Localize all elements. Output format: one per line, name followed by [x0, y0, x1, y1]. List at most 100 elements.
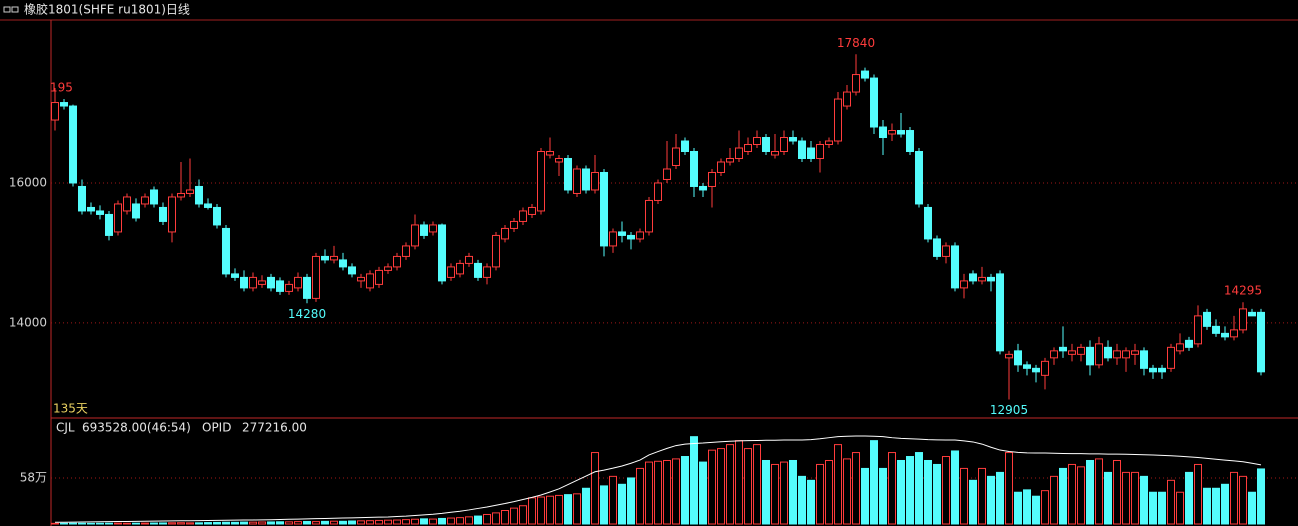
- candle-body: [537, 151, 545, 212]
- volume-bar: [384, 519, 392, 525]
- extreme-label: 14295: [1224, 284, 1262, 298]
- volume-bar: [474, 515, 482, 525]
- candle-body: [429, 224, 437, 233]
- candle-body: [870, 77, 878, 128]
- candle-body: [645, 199, 653, 233]
- candle-body: [780, 137, 788, 153]
- candle-body: [1176, 343, 1184, 352]
- candle-body: [483, 266, 491, 278]
- candle-body: [1077, 346, 1085, 355]
- volume-bar: [456, 517, 464, 525]
- y-tick-label: 14000: [9, 315, 47, 329]
- candle-body: [438, 224, 446, 282]
- candle-body: [1059, 346, 1067, 352]
- candle-body: [906, 130, 914, 153]
- candle-body: [915, 151, 923, 205]
- candle-body: [1032, 367, 1040, 373]
- candle-body: [960, 280, 968, 289]
- volume-bar: [546, 495, 554, 525]
- volume-bar: [1158, 491, 1166, 525]
- volume-bar: [258, 521, 266, 525]
- volume-bar: [1230, 471, 1238, 525]
- volume-bar: [816, 463, 824, 525]
- volume-bar: [582, 487, 590, 525]
- candle-body: [465, 255, 473, 264]
- title-icon: [3, 6, 19, 13]
- candle-body: [573, 168, 581, 194]
- volume-bar: [1185, 471, 1193, 525]
- candle-body: [1104, 346, 1112, 359]
- volume-bar: [1014, 491, 1022, 525]
- candle-body: [996, 273, 1004, 352]
- volume-bar: [141, 522, 149, 525]
- volume-bar: [780, 461, 788, 525]
- candle-body: [654, 182, 662, 201]
- candle-body: [231, 273, 239, 278]
- candle-body: [1221, 332, 1229, 338]
- candle-body: [546, 151, 554, 156]
- candle-body: [735, 147, 743, 159]
- volume-bar: [123, 522, 131, 525]
- volume-bar: [366, 520, 374, 525]
- volume-bar: [1032, 495, 1040, 525]
- candle-body: [393, 255, 401, 268]
- candle-body: [519, 210, 527, 222]
- candle-body: [744, 144, 752, 153]
- candle-body: [456, 262, 464, 275]
- volume-bar: [870, 440, 878, 525]
- volume-bar: [249, 521, 257, 525]
- candle-body: [411, 224, 419, 247]
- volume-bar: [609, 475, 617, 525]
- candle-body: [285, 283, 293, 292]
- candle-body: [474, 262, 482, 278]
- volume-bar: [843, 458, 851, 525]
- volume-bar: [177, 522, 185, 525]
- candle-body: [105, 213, 113, 236]
- volume-bar: [78, 522, 86, 525]
- candle-body: [1239, 308, 1247, 331]
- volume-bar: [132, 522, 140, 525]
- candle-body: [969, 273, 977, 282]
- volume-bar: [528, 497, 536, 525]
- candle-body: [600, 171, 608, 247]
- candle-body: [510, 220, 518, 229]
- candle-body: [1086, 346, 1094, 366]
- volume-bar: [1140, 475, 1148, 525]
- indicator-value: 693528.00(46:54): [82, 421, 191, 435]
- candle-body: [78, 185, 86, 212]
- candle-body: [762, 137, 770, 153]
- candle-body: [1140, 350, 1148, 369]
- candle-body: [1014, 350, 1022, 366]
- candle-body: [636, 231, 644, 240]
- candle-body: [1095, 343, 1103, 366]
- volume-bar: [978, 467, 986, 525]
- candle-body: [1167, 346, 1175, 369]
- volume-bar: [1077, 466, 1085, 525]
- volume-bar: [708, 449, 716, 525]
- candle-body: [69, 105, 77, 184]
- y-tick-label: 16000: [9, 175, 47, 189]
- volume-bar: [213, 521, 221, 525]
- volume-bar: [51, 522, 59, 525]
- candle-body: [726, 157, 734, 163]
- volume-bar: [1167, 479, 1175, 525]
- candle-body: [564, 157, 572, 191]
- candle-body: [852, 74, 860, 93]
- candle-body: [375, 269, 383, 285]
- candle-body: [825, 140, 833, 146]
- candle-body: [798, 140, 806, 159]
- volume-bar: [1248, 491, 1256, 525]
- volume-bar: [393, 519, 401, 525]
- extreme-label: 14280: [288, 307, 326, 321]
- volume-bar: [321, 520, 329, 525]
- candle-body: [384, 266, 392, 271]
- volume-bar: [1131, 471, 1139, 525]
- volume-bar: [933, 463, 941, 525]
- candle-body: [1113, 350, 1121, 359]
- candle-body: [87, 206, 95, 212]
- candle-body: [879, 126, 887, 139]
- volume-bar: [834, 444, 842, 525]
- volume-bar: [159, 522, 167, 525]
- volume-bar: [1113, 459, 1121, 525]
